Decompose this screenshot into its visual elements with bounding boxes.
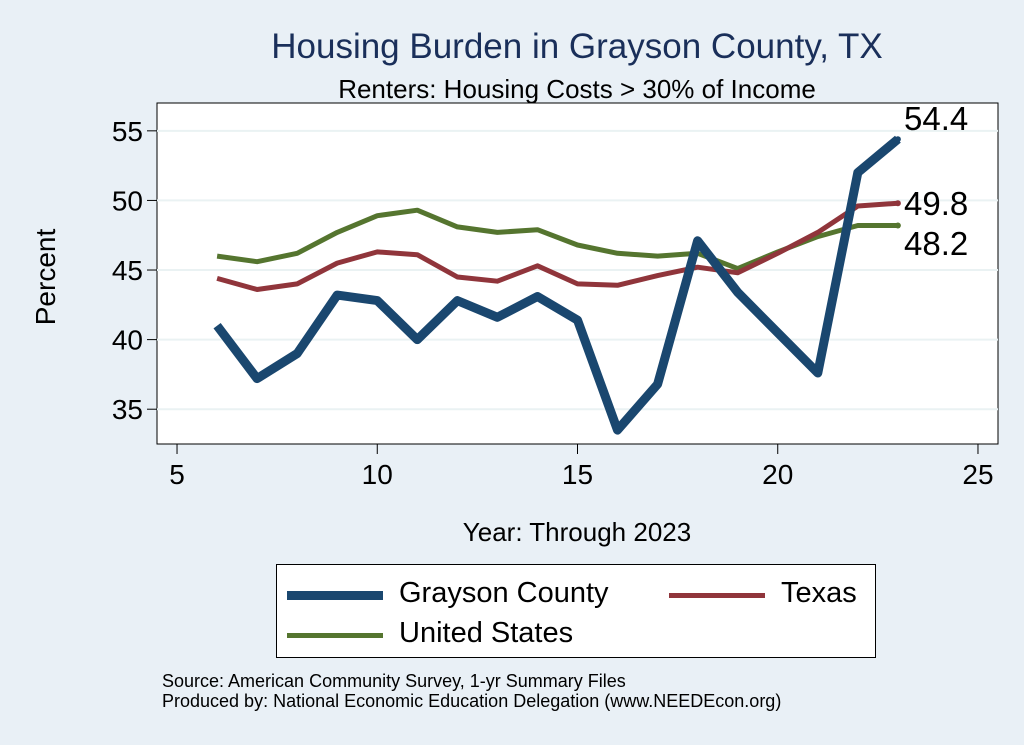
end-point-texas xyxy=(894,200,901,207)
y-tick-label-40: 40 xyxy=(112,325,143,356)
x-tick-label-25: 25 xyxy=(962,459,993,490)
end-label-grayson-county: 54.4 xyxy=(904,100,968,137)
series-lines xyxy=(213,135,901,435)
legend: Grayson County Texas United States xyxy=(276,564,876,658)
x-tick-label-5: 5 xyxy=(169,459,185,490)
plot-area xyxy=(156,102,999,445)
series-line-grayson-county xyxy=(213,135,901,435)
y-axis: 35 40 45 50 55 xyxy=(112,116,157,425)
end-value-labels: 54.4 49.848.2 xyxy=(894,100,968,262)
chart-subtitle: Renters: Housing Costs > 30% of Income xyxy=(338,74,816,104)
legend-swatch-texas xyxy=(669,593,765,598)
legend-swatch-united-states xyxy=(287,633,383,638)
series-line-texas xyxy=(216,200,899,292)
x-tick-label-15: 15 xyxy=(562,459,593,490)
source-note: Source: American Community Survey, 1-yr … xyxy=(162,671,626,691)
y-axis-label: Percent xyxy=(30,228,61,326)
gridlines xyxy=(157,129,998,411)
y-tick-label-55: 55 xyxy=(112,116,143,147)
chart-title: Housing Burden in Grayson County, TX xyxy=(271,27,883,66)
y-tick-label-50: 50 xyxy=(112,185,143,216)
legend-label-united-states: United States xyxy=(399,617,574,649)
legend-label-texas: Texas xyxy=(781,577,857,609)
y-tick-label-35: 35 xyxy=(112,394,143,425)
legend-label-grayson-county: Grayson County xyxy=(399,577,609,609)
producer-note: Produced by: National Economic Education… xyxy=(162,691,782,711)
end-label-texas: 49.8 xyxy=(904,185,968,222)
end-point-grayson-county xyxy=(894,136,901,143)
x-tick-label-10: 10 xyxy=(362,459,393,490)
x-tick-label-20: 20 xyxy=(762,459,793,490)
x-axis-label: Year: Through 2023 xyxy=(462,517,692,547)
legend-swatch-grayson-county xyxy=(287,591,383,600)
x-axis: 5 10 15 20 25 xyxy=(169,444,994,490)
end-point-united-states xyxy=(894,222,901,229)
end-label-united-states: 48.2 xyxy=(904,225,968,262)
y-tick-label-45: 45 xyxy=(112,255,143,286)
